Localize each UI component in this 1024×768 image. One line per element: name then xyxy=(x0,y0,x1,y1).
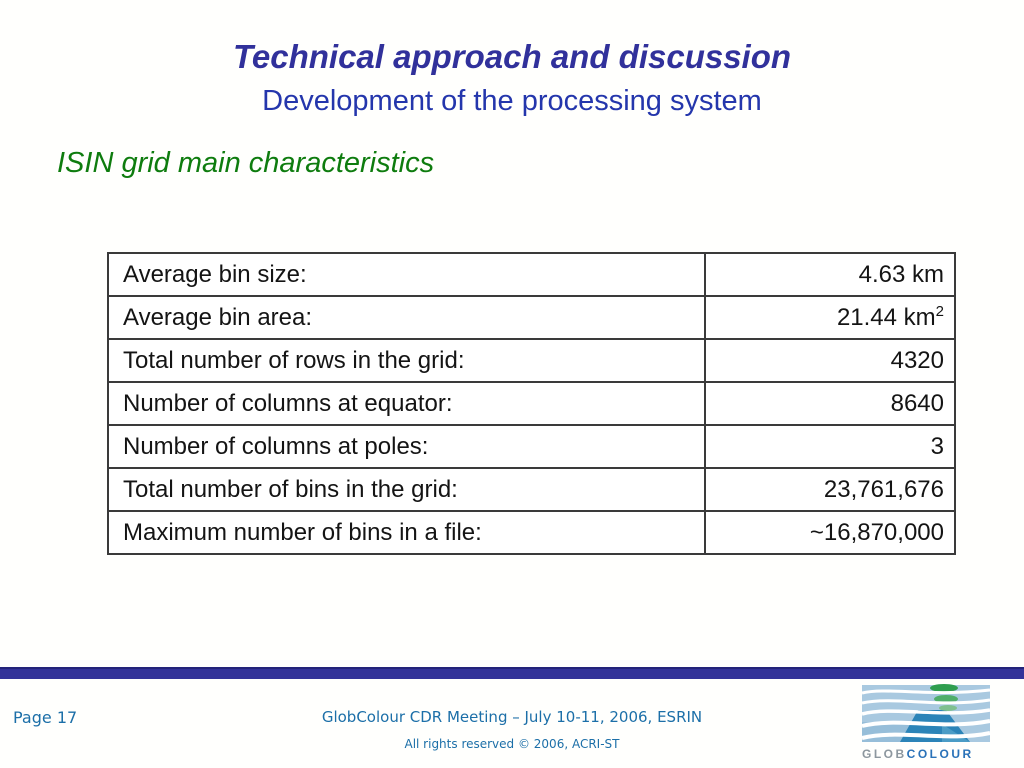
isin-grid-table: Average bin size: 4.63 km Average bin area… xyxy=(107,252,956,555)
logo-text-colour: COLOUR xyxy=(907,747,974,761)
row-label: Maximum number of bins in a file: xyxy=(107,510,706,555)
logo-wave-4 xyxy=(861,719,991,728)
row-label: Average bin area: xyxy=(107,295,706,340)
globcolour-logo: GLOBCOLOUR xyxy=(861,684,991,761)
row-value: 21.44 km2 xyxy=(704,295,956,340)
row-label: Average bin size: xyxy=(107,252,706,297)
row-value: ~16,870,000 xyxy=(704,510,956,555)
logo-wave-5 xyxy=(861,731,991,740)
isin-grid-table-body: Average bin size: 4.63 km Average bin area… xyxy=(107,252,956,555)
footer-meeting-text: GlobColour CDR Meeting – July 10-11, 200… xyxy=(321,708,703,726)
row-value: 3 xyxy=(704,424,956,469)
slide-subtitle: Development of the processing system xyxy=(262,85,762,117)
row-label: Total number of bins in the grid: xyxy=(107,467,706,512)
table-row: Average bin area: 21.44 km2 xyxy=(107,295,956,340)
logo-green-band-2 xyxy=(934,695,958,703)
row-value: 23,761,676 xyxy=(704,467,956,512)
row-label: Number of columns at equator: xyxy=(107,381,706,426)
row-label: Total number of rows in the grid: xyxy=(107,338,706,383)
footer-rights-text: All rights reserved © 2006, ACRI-ST xyxy=(404,737,620,751)
table-row: Maximum number of bins in a file: ~16,870… xyxy=(107,510,956,555)
logo-green-band-3 xyxy=(939,705,957,711)
table-row: Total number of bins in the grid: 23,761,… xyxy=(107,467,956,512)
table-row: Number of columns at equator: 8640 xyxy=(107,381,956,426)
logo-text-glob: GLOB xyxy=(862,747,907,761)
footer-divider-bar xyxy=(0,667,1024,679)
logo-green-band-1 xyxy=(930,684,958,692)
logo-wave-1 xyxy=(861,688,991,695)
row-value: 4.63 km xyxy=(704,252,956,297)
table-row: Number of columns at poles: 3 xyxy=(107,424,956,469)
section-heading: ISIN grid main characteristics xyxy=(57,147,435,179)
logo-wordmark: GLOBCOLOUR xyxy=(862,747,974,761)
table-row: Total number of rows in the grid: 4320 xyxy=(107,338,956,383)
logo-wave-3 xyxy=(861,708,991,716)
table-row: Average bin size: 4.63 km xyxy=(107,252,956,297)
row-value: 4320 xyxy=(704,338,956,383)
page-number: Page 17 xyxy=(13,708,78,727)
row-value: 8640 xyxy=(704,381,956,426)
row-value-superscript: 2 xyxy=(935,302,944,320)
row-label: Number of columns at poles: xyxy=(107,424,706,469)
slide-title: Technical approach and discussion xyxy=(232,38,792,75)
logo-wave-2 xyxy=(861,698,991,705)
